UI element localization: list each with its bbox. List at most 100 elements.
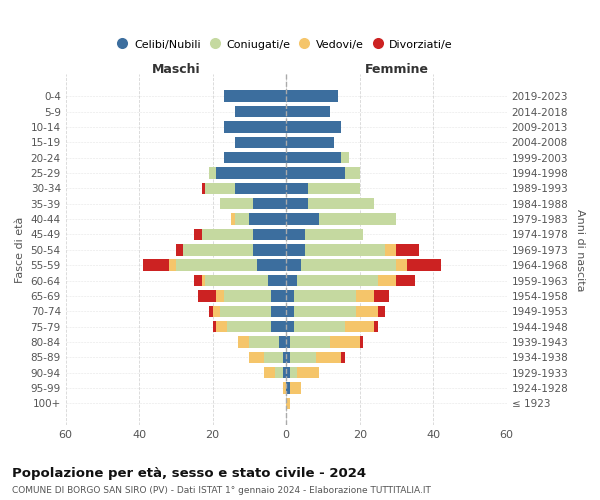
Bar (224, 152, 286, 164)
Bar (202, 228, 253, 240)
Bar (224, 90, 286, 102)
Bar (209, 167, 217, 179)
Bar (205, 182, 235, 194)
Bar (235, 214, 250, 225)
Bar (286, 260, 301, 271)
Bar (378, 275, 397, 286)
Bar (253, 244, 286, 256)
Bar (301, 260, 397, 271)
Bar (264, 352, 283, 363)
Text: Femmine: Femmine (364, 63, 428, 76)
Bar (319, 214, 397, 225)
Bar (250, 336, 279, 348)
Bar (286, 167, 345, 179)
Bar (202, 275, 205, 286)
Bar (283, 382, 286, 394)
Bar (202, 182, 205, 194)
Bar (374, 290, 389, 302)
Bar (286, 136, 334, 148)
Bar (397, 275, 415, 286)
Bar (271, 321, 286, 332)
Bar (176, 244, 183, 256)
Bar (286, 382, 290, 394)
Bar (305, 244, 385, 256)
Bar (279, 336, 286, 348)
Bar (290, 352, 316, 363)
Bar (224, 121, 286, 132)
Bar (293, 321, 345, 332)
Bar (283, 367, 286, 378)
Bar (250, 352, 264, 363)
Bar (293, 306, 356, 317)
Bar (286, 275, 297, 286)
Bar (290, 382, 301, 394)
Bar (286, 90, 338, 102)
Bar (397, 244, 419, 256)
Bar (143, 260, 169, 271)
Bar (231, 214, 235, 225)
Bar (345, 321, 374, 332)
Bar (341, 352, 345, 363)
Bar (286, 106, 331, 118)
Bar (183, 244, 253, 256)
Bar (360, 336, 364, 348)
Bar (286, 290, 293, 302)
Bar (397, 260, 407, 271)
Bar (283, 352, 286, 363)
Bar (268, 275, 286, 286)
Bar (286, 306, 293, 317)
Bar (286, 244, 305, 256)
Bar (345, 167, 360, 179)
Bar (293, 290, 356, 302)
Bar (286, 367, 290, 378)
Bar (198, 290, 217, 302)
Bar (238, 336, 250, 348)
Bar (374, 321, 378, 332)
Bar (235, 106, 286, 118)
Bar (286, 336, 290, 348)
Bar (209, 306, 212, 317)
Bar (290, 336, 331, 348)
Bar (297, 367, 319, 378)
Text: Maschi: Maschi (152, 63, 200, 76)
Bar (356, 290, 374, 302)
Bar (286, 321, 293, 332)
Bar (286, 182, 308, 194)
Bar (257, 260, 286, 271)
Bar (194, 275, 202, 286)
Bar (316, 352, 341, 363)
Bar (378, 306, 385, 317)
Bar (176, 260, 257, 271)
Text: COMUNE DI BORGO SAN SIRO (PV) - Dati ISTAT 1° gennaio 2024 - Elaborazione TUTTIT: COMUNE DI BORGO SAN SIRO (PV) - Dati IST… (12, 486, 431, 495)
Bar (220, 306, 271, 317)
Bar (220, 198, 253, 209)
Bar (407, 260, 440, 271)
Bar (275, 367, 283, 378)
Bar (235, 182, 286, 194)
Bar (286, 228, 305, 240)
Bar (253, 228, 286, 240)
Bar (169, 260, 176, 271)
Y-axis label: Fasce di età: Fasce di età (15, 216, 25, 283)
Bar (253, 198, 286, 209)
Bar (341, 152, 349, 164)
Bar (217, 290, 224, 302)
Bar (271, 290, 286, 302)
Bar (385, 244, 397, 256)
Legend: Celibi/Nubili, Coniugati/e, Vedovi/e, Divorziati/e: Celibi/Nubili, Coniugati/e, Vedovi/e, Di… (115, 34, 457, 54)
Bar (286, 398, 290, 409)
Bar (297, 275, 378, 286)
Bar (227, 321, 271, 332)
Bar (308, 182, 360, 194)
Bar (212, 321, 217, 332)
Bar (308, 198, 374, 209)
Bar (194, 228, 202, 240)
Bar (286, 214, 319, 225)
Bar (271, 306, 286, 317)
Bar (286, 198, 308, 209)
Bar (286, 121, 341, 132)
Bar (217, 167, 286, 179)
Bar (224, 290, 271, 302)
Bar (212, 306, 220, 317)
Text: Popolazione per età, sesso e stato civile - 2024: Popolazione per età, sesso e stato civil… (12, 467, 366, 480)
